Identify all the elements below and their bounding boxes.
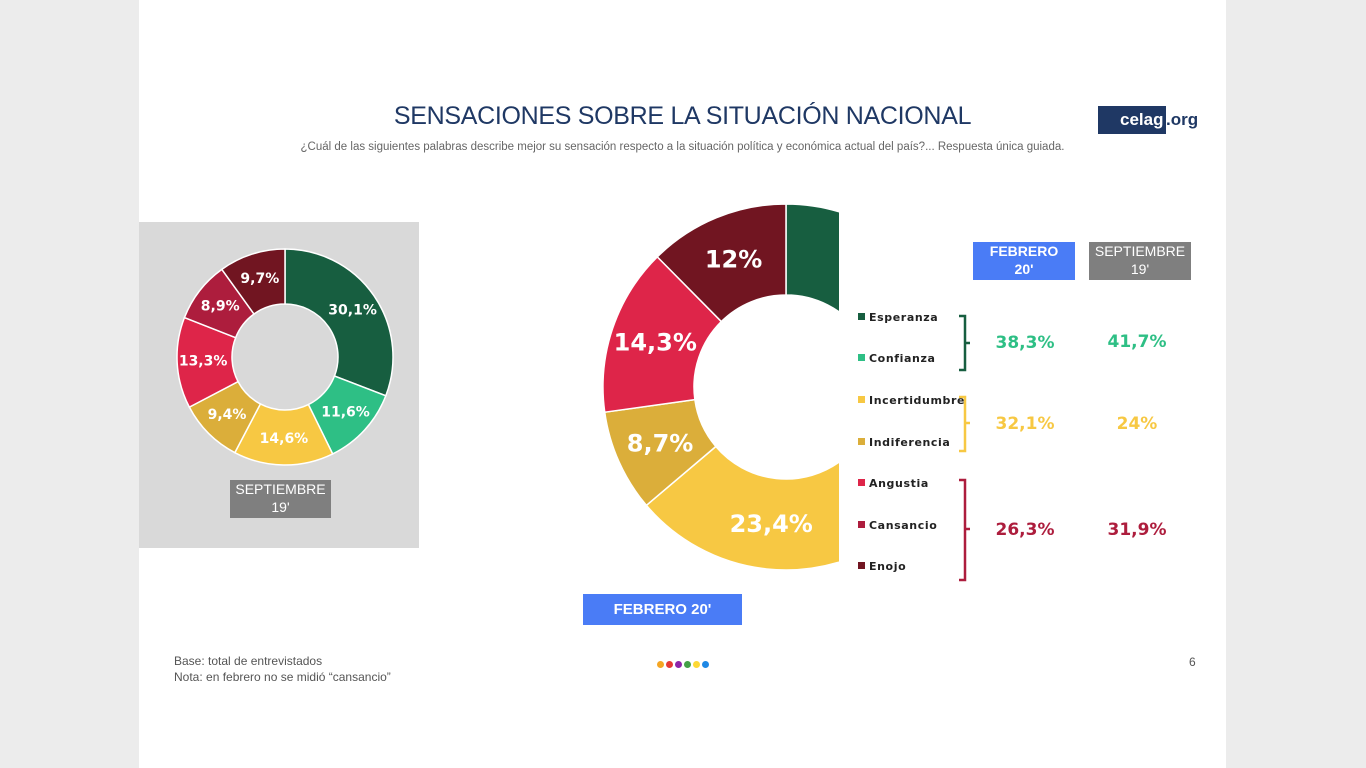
legend-label: Cansancio <box>869 519 938 532</box>
legend-swatch <box>858 438 865 445</box>
group-value-february: 38,3% <box>995 333 1055 353</box>
donut-slice <box>656 203 787 323</box>
slice-label: 12% <box>705 245 762 273</box>
group-value-september: 31,9% <box>1107 520 1167 540</box>
slice-label: 8,9% <box>201 299 240 315</box>
legend-swatch <box>858 562 865 569</box>
legend-item: Enojo <box>858 560 906 573</box>
september-caption-line1: SEPTIEMBRE <box>235 481 326 497</box>
bracket-hope-confidence <box>959 314 970 372</box>
february-caption: FEBRERO 20' <box>583 594 742 625</box>
legend-item: Cansancio <box>858 519 937 532</box>
legend-label: Esperanza <box>869 311 939 324</box>
slice-label: 23,4% <box>730 510 813 538</box>
donut-chart-september: 30,1% 11,6% 14,6% 9,4% 13,3% 8,9%9,7% <box>176 248 394 466</box>
legend-label: Angustia <box>869 477 929 490</box>
legend-item: Incertidumbre <box>858 394 965 407</box>
legend-label: Incertidumbre <box>869 394 966 407</box>
slice-label: 9,7% <box>240 271 279 287</box>
slice-label: 9,4% <box>208 407 247 423</box>
legend-item: Indiferencia <box>858 436 950 449</box>
legend-swatch <box>858 354 865 361</box>
september-caption-line2: 19' <box>271 499 290 515</box>
bracket-anguish-tiredness-anger <box>959 478 970 582</box>
column-header-february: FEBRERO 20' <box>973 242 1075 280</box>
legend-swatch <box>858 396 865 403</box>
legend-brackets <box>959 314 970 582</box>
page-title: SENSACIONES SOBRE LA SITUACIÓN NACIONAL <box>393 102 972 130</box>
page-subtitle: ¿Cuál de las siguientes palabras describ… <box>300 141 1065 153</box>
donut-slice <box>645 445 839 571</box>
legend-swatch <box>858 521 865 528</box>
column-header-september: SEPTIEMBRE 19' <box>1089 242 1191 280</box>
column-header-september-line2: 19' <box>1130 261 1150 277</box>
slice-label: 11,6% <box>321 404 370 420</box>
footnote-base: Base: total de entrevistados <box>174 654 323 668</box>
slice-label: 14,6% <box>260 431 309 447</box>
september-caption: SEPTIEMBRE 19' <box>230 480 331 518</box>
slice-label: 14,3% <box>614 329 697 357</box>
column-header-september-line1: SEPTIEMBRE <box>1094 243 1186 259</box>
brand-dot <box>702 661 709 668</box>
legend-item: Esperanza <box>858 311 938 324</box>
footnote-note: Nota: en febrero no se midió “cansancio” <box>174 670 391 684</box>
brand-dot <box>657 661 664 668</box>
legend-item: Confianza <box>858 352 936 365</box>
slide: SENSACIONES SOBRE LA SITUACIÓN NACIONAL … <box>139 0 1226 768</box>
legend-swatch <box>858 479 865 486</box>
donut-chart-february: 31,1%7,2%23,4%8,7%14,3%12% <box>602 203 839 571</box>
legend-label: Confianza <box>869 352 936 365</box>
slice-label: 8,7% <box>627 429 694 457</box>
donut-slice <box>602 255 723 414</box>
footnote: Base: total de entrevistados Nota: en fe… <box>174 653 391 685</box>
donut-slice <box>284 248 394 397</box>
donut-slice <box>785 203 839 313</box>
brand-dot <box>693 661 700 668</box>
legend-swatch <box>858 313 865 320</box>
legend-label: Indiferencia <box>869 436 951 449</box>
legend-item: Angustia <box>858 477 929 490</box>
page-number: 6 <box>1189 655 1196 669</box>
column-header-february-line2: 20' <box>1014 261 1034 277</box>
group-value-february: 26,3% <box>995 520 1055 540</box>
donut-slice <box>220 248 286 316</box>
logo-suffix: .org <box>1166 110 1199 129</box>
brand-dot <box>684 661 691 668</box>
legend-label: Enojo <box>869 560 907 573</box>
bracket-uncertainty-indifference <box>959 395 970 453</box>
slice-label: 30,1% <box>328 303 377 319</box>
group-value-september: 24% <box>1116 414 1158 434</box>
group-value-september: 41,7% <box>1107 332 1167 352</box>
brand-dot <box>675 661 682 668</box>
group-value-february: 32,1% <box>995 414 1055 434</box>
slice-label: 13,3% <box>179 353 228 369</box>
column-header-february-line1: FEBRERO <box>989 243 1059 259</box>
brand-dot <box>666 661 673 668</box>
brand-dots <box>657 661 709 668</box>
celag-logo: celag .org <box>1098 106 1198 134</box>
logo-main: celag <box>1098 106 1166 134</box>
